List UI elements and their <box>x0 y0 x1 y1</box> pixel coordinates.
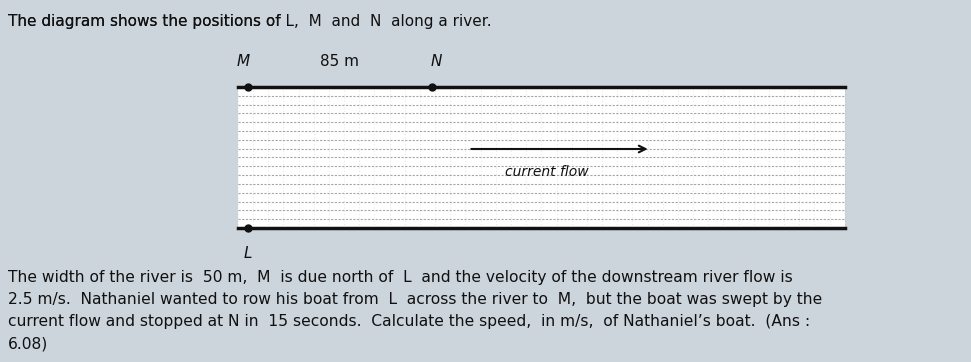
Text: The diagram shows the positions of L,  M  and  N  along a river.: The diagram shows the positions of L, M … <box>8 14 491 29</box>
Text: 85 m: 85 m <box>320 54 359 69</box>
Text: current flow: current flow <box>505 165 588 178</box>
Bar <box>238 87 845 228</box>
Text: 6.08): 6.08) <box>8 336 49 351</box>
Text: The diagram shows the positions of: The diagram shows the positions of <box>8 14 285 29</box>
Text: N: N <box>430 54 442 69</box>
Text: The width of the river is  50 m,  M  is due north of  L  and the velocity of the: The width of the river is 50 m, M is due… <box>8 270 792 285</box>
Text: 2.5 m/s.  Nathaniel wanted to row his boat from  L  across the river to  M,  but: 2.5 m/s. Nathaniel wanted to row his boa… <box>8 292 822 307</box>
Text: current flow and stopped at N in  15 seconds.  Calculate the speed,  in m/s,  of: current flow and stopped at N in 15 seco… <box>8 314 810 329</box>
Text: M: M <box>237 54 251 69</box>
Text: L: L <box>244 246 251 261</box>
